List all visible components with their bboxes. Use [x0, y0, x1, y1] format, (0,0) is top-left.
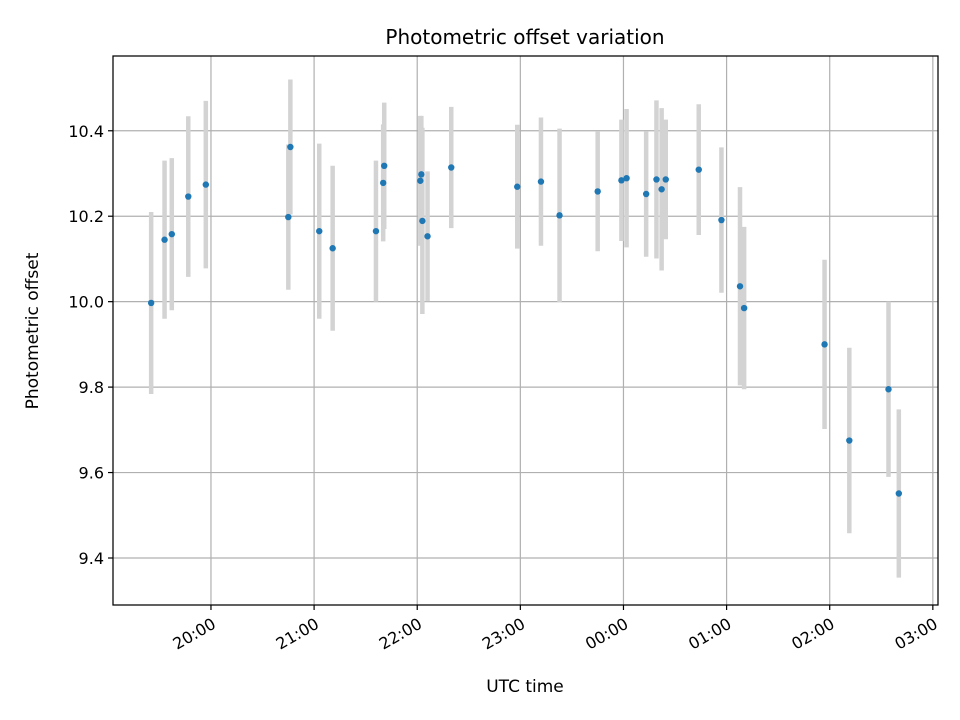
- plot-frame: [112, 55, 939, 606]
- y-tick-label: 9.4: [79, 549, 104, 568]
- data-point: [537, 178, 545, 185]
- y-tick-label: 10.0: [68, 293, 104, 312]
- data-point: [653, 176, 660, 183]
- data-point: [329, 245, 336, 252]
- chart-title: Photometric offset variation: [385, 25, 664, 49]
- data-point: [658, 186, 665, 193]
- data-point: [147, 299, 155, 307]
- data-point: [424, 233, 431, 240]
- y-tick-label: 10.2: [68, 207, 104, 226]
- point-layer: [147, 143, 903, 497]
- data-point: [418, 171, 425, 178]
- data-point: [895, 490, 903, 497]
- data-point: [736, 283, 744, 290]
- y-tick-label: 9.6: [79, 464, 104, 483]
- y-axis: 9.4 9.6 9.8 10.0 10.2 10.4: [68, 122, 113, 568]
- data-point: [695, 166, 702, 173]
- data-point: [372, 227, 380, 235]
- data-point: [618, 177, 625, 184]
- data-point: [417, 177, 424, 184]
- data-point: [202, 181, 210, 188]
- x-axis-title: UTC time: [486, 677, 564, 697]
- data-point: [185, 193, 192, 200]
- data-point: [285, 213, 292, 221]
- data-point: [161, 236, 168, 243]
- data-point: [316, 227, 323, 235]
- data-point: [662, 176, 669, 183]
- data-point: [642, 190, 650, 198]
- data-point: [381, 162, 388, 169]
- data-point: [287, 143, 294, 151]
- data-point: [168, 230, 175, 238]
- data-point: [846, 437, 853, 444]
- y-tick-label: 10.4: [68, 122, 104, 141]
- grid-layer: [113, 56, 938, 605]
- data-point: [379, 179, 387, 187]
- data-point: [419, 217, 426, 225]
- data-point: [885, 386, 892, 393]
- y-tick-label: 9.8: [79, 378, 104, 397]
- data-point: [514, 183, 521, 190]
- data-point: [594, 188, 601, 195]
- data-point: [821, 341, 828, 348]
- data-point: [556, 212, 563, 219]
- data-point: [740, 304, 748, 312]
- y-axis-title: Photometric offset: [23, 252, 43, 409]
- data-point: [623, 174, 630, 182]
- data-point: [718, 216, 725, 224]
- data-point: [448, 164, 455, 171]
